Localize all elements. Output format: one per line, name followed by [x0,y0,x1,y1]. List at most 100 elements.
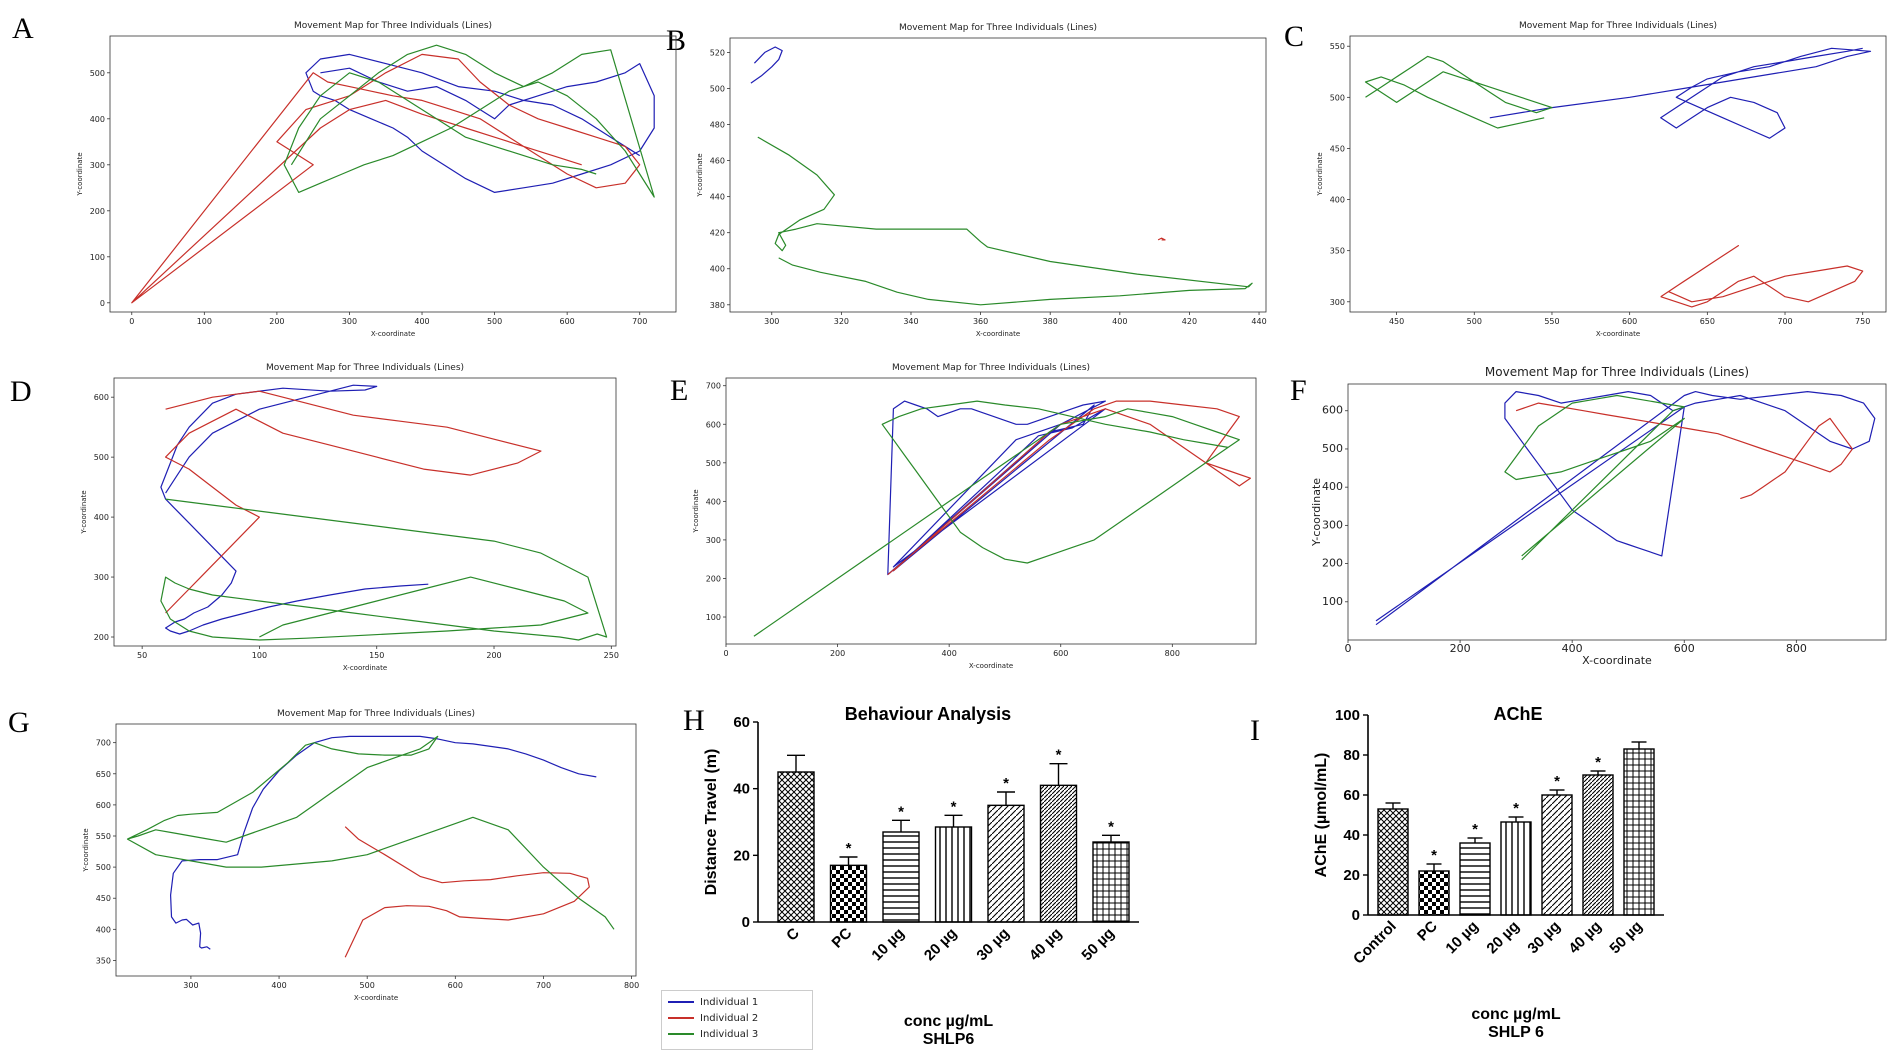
y-tick-label-g-2: 450 [96,894,111,903]
significance-i-3: * [1513,800,1519,817]
chart-title-e: Movement Map for Three Individuals (Line… [892,363,1090,373]
bar-i-0 [1377,808,1409,916]
y-tick-label-e-1: 200 [706,574,721,583]
plot-frame-f [1347,383,1887,641]
panel-label-i: I [1250,714,1260,747]
bar-i-4 [1541,794,1573,916]
bar-i-2 [1459,842,1491,916]
series-line-g-2 [344,826,590,958]
x-tick-label-b-1: 320 [834,317,849,326]
x-tick-label-c-3: 600 [1622,317,1637,326]
y-tick-label-d-0: 200 [94,633,109,642]
x-tick-label-h-5: 40 µg [1026,925,1065,964]
y-axis-label-i: AChE (µmol/mL) [1313,753,1330,878]
x-tick-label-b-6: 420 [1182,317,1197,326]
x-axis-sublabel-h: SHLP6 [923,1031,975,1048]
x-tick-label-a-1: 100 [197,317,212,326]
plot-frame-a [109,35,677,313]
y-tick-label-b-7: 520 [710,48,725,57]
x-tick-label-i-1: PC [1414,918,1441,945]
y-axis-label-d: Y-coordinate [80,490,88,534]
legend-swatch-3 [668,1033,694,1035]
x-tick-label-d-0: 50 [137,651,147,660]
x-axis-sublabel-i: SHLP 6 [1488,1024,1544,1041]
y-tick-label-c-5: 550 [1330,42,1345,51]
chart-title-b: Movement Map for Three Individuals (Line… [899,23,1097,33]
panel-label-d: D [10,375,32,408]
y-tick-label-g-1: 400 [96,925,111,934]
x-tick-label-d-1: 100 [252,651,267,660]
plot-frame-c [1349,35,1887,313]
x-tick-label-i-0: Control [1350,918,1400,968]
series-line-a-2 [131,53,641,304]
x-tick-label-h-0: C [783,925,803,945]
plot-frame-d [113,377,617,647]
series-line-b-3 [757,136,1253,306]
chart-panel-g: Movement Map for Three Individuals (Line… [82,709,639,1002]
series-line-e-3 [753,400,1240,637]
x-tick-label-c-5: 700 [1777,317,1792,326]
significance-h-1: * [846,840,852,857]
y-tick-label-f-0: 100 [1322,595,1343,608]
bar-h-4 [987,804,1025,923]
y-tick-label-b-2: 420 [710,229,725,238]
series-line-c-3 [1364,55,1553,129]
y-tick-label-d-4: 600 [94,393,109,402]
x-tick-label-h-1: PC [829,925,856,952]
x-tick-label-e-3: 600 [1053,649,1068,658]
chart-panel-b: Movement Map for Three Individuals (Line… [696,23,1267,338]
y-tick-label-d-1: 300 [94,573,109,582]
series-line-e-1 [887,400,1106,576]
y-tick-label-i-2: 40 [1343,827,1360,844]
y-tick-label-e-3: 400 [706,497,721,506]
y-tick-label-d-2: 400 [94,513,109,522]
y-tick-label-f-1: 200 [1322,557,1343,570]
panel-label-g: G [8,706,30,739]
significance-i-4: * [1554,773,1560,790]
x-axis-label-f: X-coordinate [1582,654,1652,667]
series-line-d-1 [160,384,429,635]
bar-i-3 [1500,821,1532,916]
chart-title-h: Behaviour Analysis [845,704,1011,724]
series-line-c-2 [1660,245,1864,308]
series-line-b-1 [750,46,783,84]
series-line-b-2 [1157,237,1166,241]
y-tick-label-a-4: 400 [90,115,105,124]
x-tick-label-h-6: 50 µg [1078,925,1117,964]
x-tick-label-a-7: 700 [632,317,647,326]
x-tick-label-c-1: 500 [1467,317,1482,326]
y-axis-label-a: Y-coordinate [76,152,84,196]
chart-panel-d: Movement Map for Three Individuals (Line… [80,363,619,672]
plot-frame-e [725,377,1257,645]
y-tick-label-f-5: 600 [1322,404,1343,417]
chart-panel-f: Movement Map for Three Individuals (Line… [1310,365,1887,667]
y-axis-label-f: Y-coordinate [1310,478,1323,547]
x-tick-label-a-3: 300 [342,317,357,326]
y-tick-label-a-0: 0 [100,299,105,308]
x-tick-label-g-4: 700 [536,981,551,990]
y-tick-label-c-3: 450 [1330,144,1345,153]
x-tick-label-d-2: 150 [369,651,384,660]
x-tick-label-f-3: 600 [1674,642,1695,655]
y-tick-label-h-3: 60 [733,714,750,731]
y-tick-label-a-5: 500 [90,69,105,78]
y-tick-label-f-3: 400 [1322,480,1343,493]
x-tick-label-f-1: 200 [1450,642,1471,655]
legend-swatch-2 [668,1017,694,1019]
y-axis-label-e: Y-coordinate [692,489,700,533]
series-line-g-1 [169,735,597,950]
y-tick-label-g-6: 650 [96,770,111,779]
x-tick-label-i-3: 20 µg [1483,918,1522,957]
legend: Individual 1 Individual 2 Individual 3 [661,990,813,1050]
x-tick-label-a-6: 600 [560,317,575,326]
x-tick-label-a-0: 0 [129,317,134,326]
y-tick-label-e-6: 700 [706,382,721,391]
series-line-f-3 [1504,394,1685,561]
y-tick-label-e-4: 500 [706,459,721,468]
chart-panel-i: AChE 0 20 40 60 80 100 AChE (µmol/mL) Control * PC… [1313,704,1664,1041]
y-tick-label-c-0: 300 [1330,298,1345,307]
y-tick-label-f-4: 500 [1322,442,1343,455]
chart-title-g: Movement Map for Three Individuals (Line… [277,709,475,719]
x-axis-label-c: X-coordinate [1596,330,1640,338]
x-tick-label-b-3: 360 [973,317,988,326]
